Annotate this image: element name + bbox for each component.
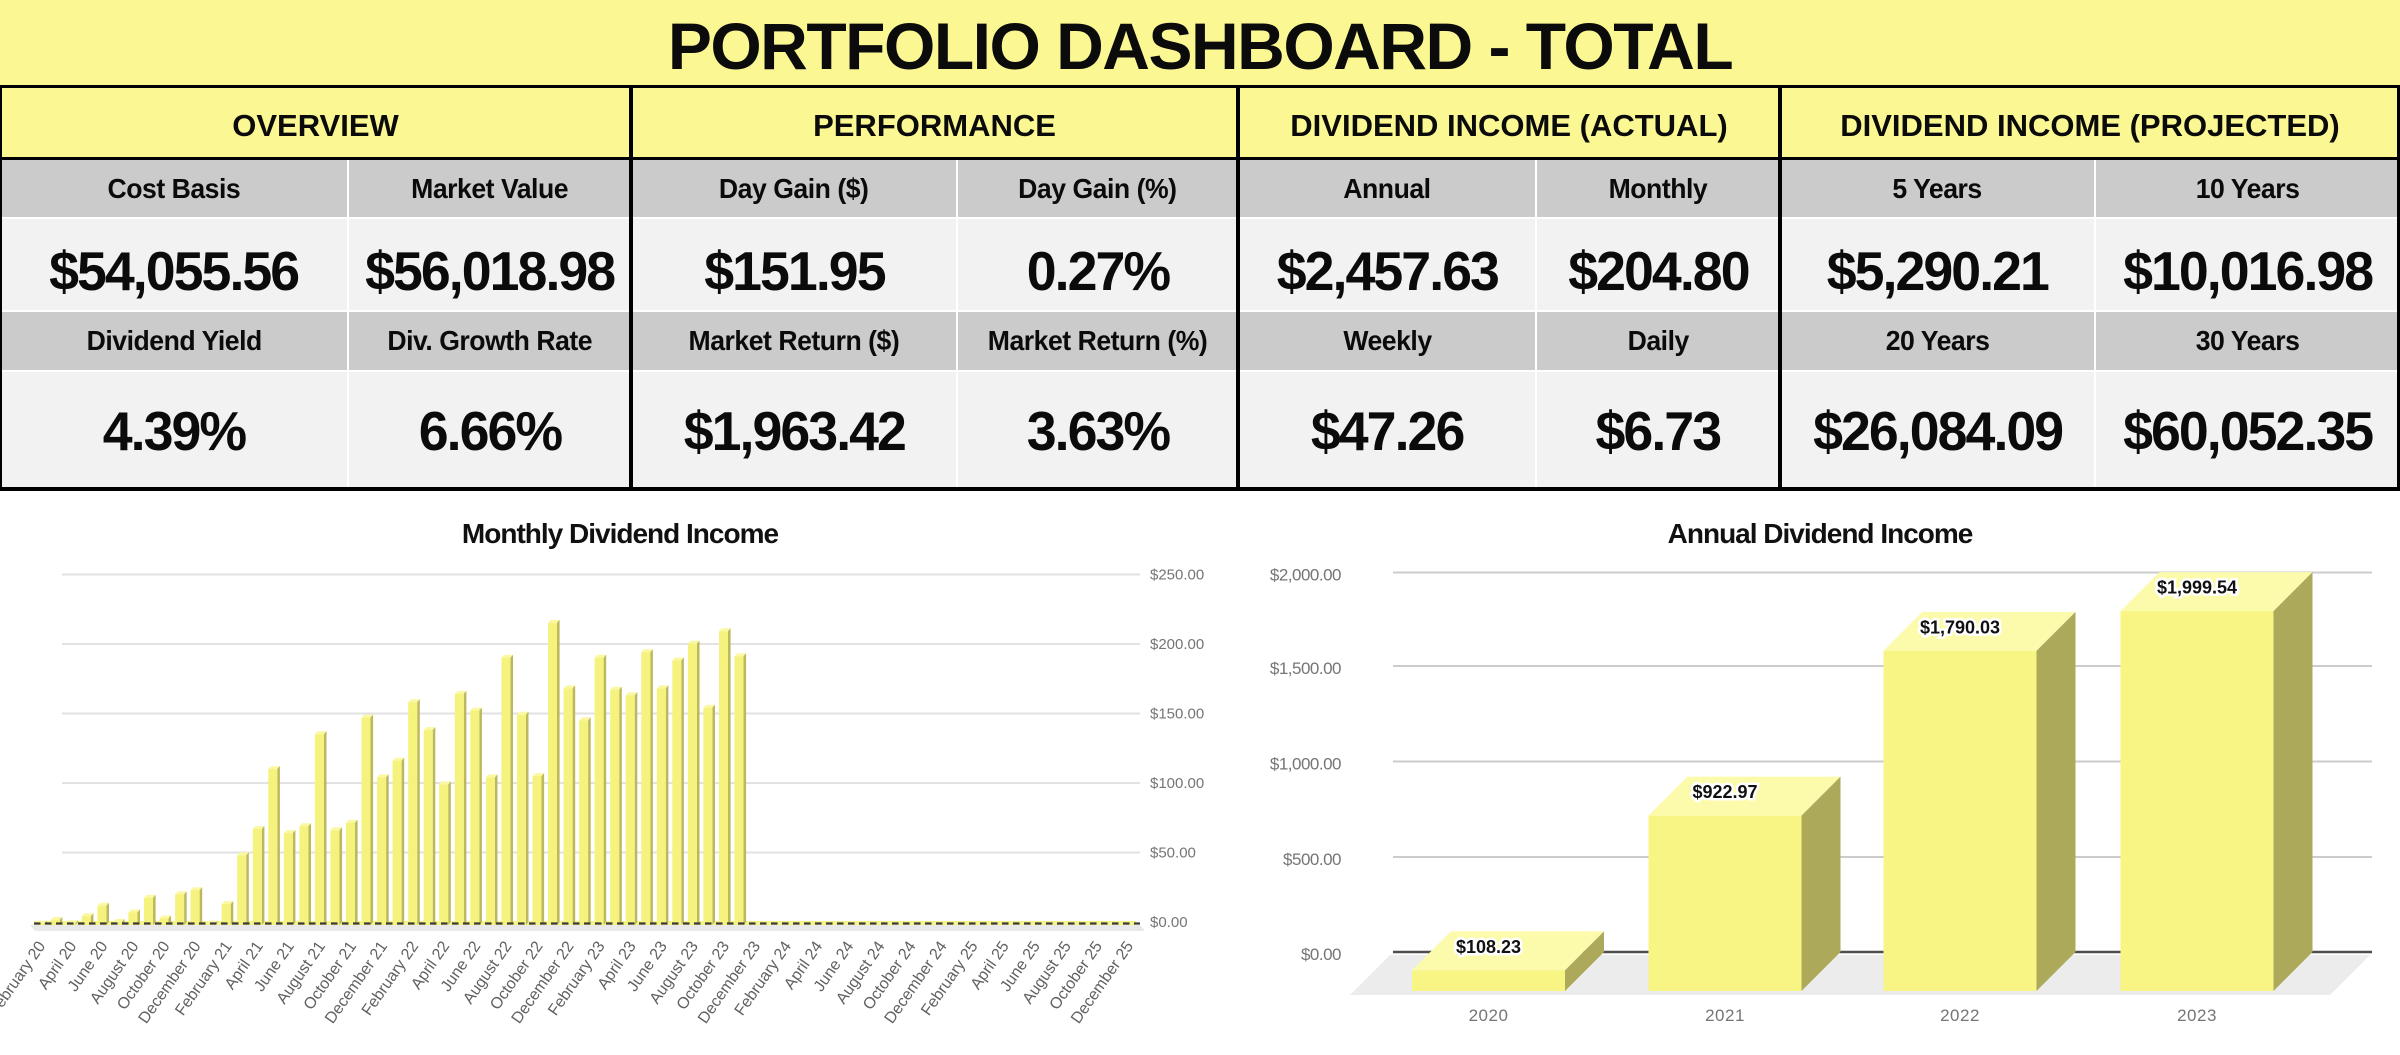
- svg-text:2020: 2020: [1469, 1006, 1509, 1025]
- svg-text:2021: 2021: [1705, 1006, 1745, 1025]
- svg-text:$150.00: $150.00: [1150, 706, 1204, 723]
- svg-text:$250.00: $250.00: [1150, 567, 1204, 584]
- svg-text:$1,000.00: $1,000.00: [1270, 755, 1341, 774]
- svg-text:$0.00: $0.00: [1301, 945, 1341, 964]
- svg-text:2022: 2022: [1940, 1006, 1980, 1025]
- svg-text:Monthly Dividend Income: Monthly Dividend Income: [462, 518, 779, 549]
- svg-text:Annual Dividend Income: Annual Dividend Income: [1668, 518, 1973, 549]
- svg-text:$108.23: $108.23: [1456, 937, 1521, 957]
- svg-text:$50.00: $50.00: [1150, 845, 1196, 862]
- svg-text:$200.00: $200.00: [1150, 636, 1204, 653]
- svg-text:$922.97: $922.97: [1692, 782, 1757, 802]
- svg-text:$0.00: $0.00: [1150, 914, 1188, 931]
- svg-text:$1,500.00: $1,500.00: [1270, 659, 1341, 678]
- svg-text:$1,790.03: $1,790.03: [1920, 617, 2000, 637]
- svg-text:$500.00: $500.00: [1283, 850, 1341, 869]
- svg-text:2023: 2023: [2177, 1006, 2217, 1025]
- svg-text:$1,999.54: $1,999.54: [2157, 578, 2237, 598]
- svg-text:$2,000.00: $2,000.00: [1270, 566, 1341, 585]
- svg-text:$100.00: $100.00: [1150, 775, 1204, 792]
